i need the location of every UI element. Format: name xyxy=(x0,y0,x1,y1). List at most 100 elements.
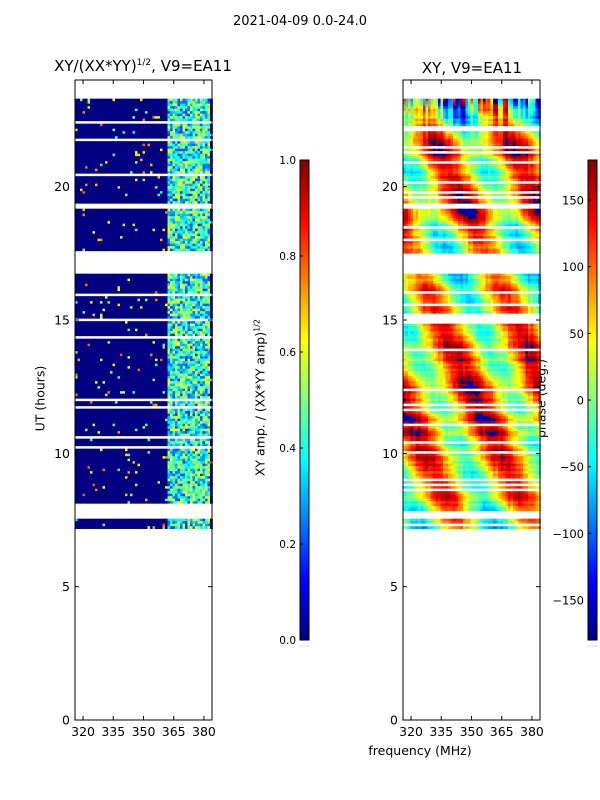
heatmap-cell xyxy=(137,136,141,139)
heatmap-cell xyxy=(137,358,141,362)
heatmap-cell xyxy=(87,338,91,342)
heatmap-cell xyxy=(120,246,123,249)
heatmap-cell xyxy=(137,301,141,304)
heatmap-cell xyxy=(140,296,143,299)
heatmap-cell xyxy=(85,356,88,359)
heatmap-cell xyxy=(145,298,148,302)
heatmap-cell xyxy=(207,281,211,284)
heatmap-cell xyxy=(90,361,93,364)
heatmap-cell xyxy=(147,166,151,169)
heatmap-cell xyxy=(175,113,178,117)
heatmap-cell xyxy=(100,218,103,222)
heatmap-cell xyxy=(182,331,186,334)
heatmap-cell xyxy=(150,181,153,184)
heatmap-cell xyxy=(105,168,108,172)
heatmap-cell xyxy=(135,131,138,134)
heatmap-cell xyxy=(75,316,78,319)
heatmap-cell xyxy=(165,248,168,252)
heatmap-cell xyxy=(110,191,113,194)
heatmap-cell xyxy=(150,291,153,294)
heatmap-cell xyxy=(102,198,106,202)
heatmap-cell xyxy=(107,163,111,167)
heatmap-cell xyxy=(112,188,116,192)
heatmap-cell xyxy=(142,131,146,134)
heatmap-cell xyxy=(102,283,106,287)
heatmap-cell xyxy=(87,223,91,227)
heatmap-cell xyxy=(75,273,78,277)
heatmap-cell xyxy=(75,291,78,294)
heatmap-cell xyxy=(192,141,196,144)
heatmap-cell xyxy=(195,238,198,242)
heatmap-cell xyxy=(132,331,136,334)
heatmap-cell xyxy=(142,311,146,314)
heatmap-cell xyxy=(117,313,121,317)
heatmap-cell xyxy=(192,111,196,114)
heatmap-cell xyxy=(180,153,183,157)
heatmap-cell xyxy=(175,286,178,289)
heatmap-cell xyxy=(135,118,138,122)
heatmap-cell xyxy=(162,103,166,107)
heatmap-cell xyxy=(90,111,93,114)
heatmap-cell xyxy=(187,328,191,332)
heatmap-cell xyxy=(195,116,198,119)
heatmap-cell xyxy=(102,106,106,109)
heatmap-cell xyxy=(122,281,126,284)
heatmap-cell xyxy=(132,333,136,337)
heatmap-cell xyxy=(80,118,83,122)
heatmap-cell xyxy=(157,281,161,284)
heatmap-cell xyxy=(140,353,143,357)
heatmap-cell xyxy=(195,348,198,352)
heatmap-cell xyxy=(180,98,183,102)
heatmap-cell xyxy=(100,146,103,149)
heatmap-cell xyxy=(205,351,208,354)
heatmap-cell xyxy=(202,181,206,184)
heatmap-cell xyxy=(185,288,188,292)
heatmap-cell xyxy=(92,183,96,187)
heatmap-cell xyxy=(160,311,163,314)
heatmap-cell xyxy=(192,211,196,214)
heatmap-cell xyxy=(92,198,96,202)
heatmap-cell xyxy=(177,198,181,202)
heatmap-cell xyxy=(160,128,163,132)
heatmap-cell xyxy=(92,311,96,314)
heatmap-cell xyxy=(100,321,103,324)
heatmap-cell xyxy=(207,156,211,159)
heatmap-cell xyxy=(185,348,188,352)
heatmap-cell xyxy=(147,148,151,152)
heatmap-cell xyxy=(137,236,141,239)
heatmap-cell xyxy=(190,353,193,357)
heatmap-cell xyxy=(135,171,138,174)
heatmap-cell xyxy=(85,141,88,144)
heatmap-cell xyxy=(187,216,191,219)
heatmap-cell xyxy=(197,231,201,234)
heatmap-cell xyxy=(172,141,176,144)
heatmap-cell xyxy=(165,343,168,347)
heatmap-cell xyxy=(145,283,148,287)
heatmap-cell xyxy=(172,241,176,244)
heatmap-cell xyxy=(80,111,83,114)
heatmap-cell xyxy=(192,356,196,359)
heatmap-cell xyxy=(167,103,171,107)
heatmap-cell xyxy=(155,236,158,239)
heatmap-cell xyxy=(210,201,213,204)
heatmap-cell xyxy=(207,213,211,217)
heatmap-cell xyxy=(192,308,196,312)
heatmap-cell xyxy=(160,151,163,154)
heatmap-cell xyxy=(85,236,88,239)
heatmap-cell xyxy=(127,243,131,247)
heatmap-cell xyxy=(165,193,168,197)
heatmap-cell xyxy=(180,148,183,152)
heatmap-cell xyxy=(187,236,191,239)
heatmap-cell xyxy=(95,143,98,147)
heatmap-cell xyxy=(175,153,178,157)
heatmap-cell xyxy=(157,128,161,132)
heatmap-cell xyxy=(120,228,123,232)
heatmap-cell xyxy=(125,191,128,194)
heatmap-cell xyxy=(152,163,156,167)
heatmap-cell xyxy=(192,306,196,309)
heatmap-cell xyxy=(112,298,116,302)
heatmap-cell xyxy=(110,196,113,199)
heatmap-cell xyxy=(77,178,81,182)
heatmap-cell xyxy=(185,236,188,239)
heatmap-cell xyxy=(170,303,173,307)
